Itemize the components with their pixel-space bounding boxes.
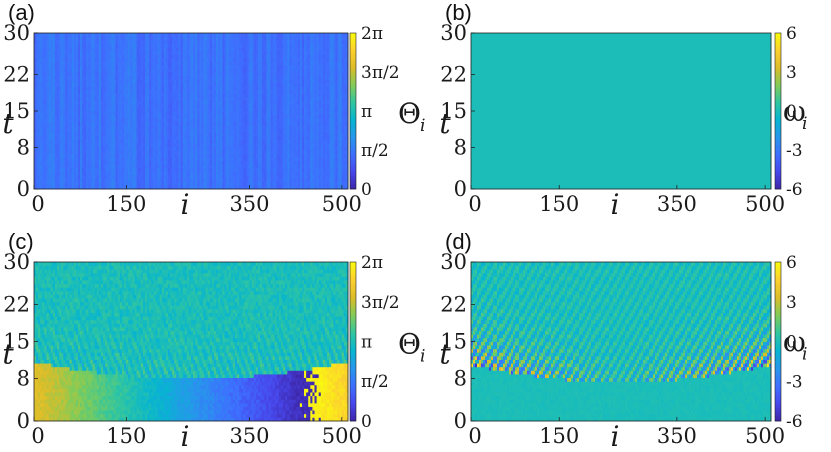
x-tick-label: 0 [468, 192, 481, 216]
y-tick-label: 8 [17, 367, 30, 391]
colorbar-tick-label: 3 [786, 63, 797, 83]
colorbar-tick-label: π/2 [361, 372, 389, 392]
x-tick-label: 500 [322, 192, 362, 216]
y-tick-label: 8 [17, 135, 30, 159]
colorbar-tick-label: π/2 [361, 141, 389, 161]
colorbar-tick-label: -3 [786, 141, 803, 161]
x-tick-label: 350 [229, 424, 269, 448]
colorbar-label: Θ [398, 97, 421, 130]
y-axis-label: t [439, 107, 451, 140]
y-tick-label: 0 [17, 409, 30, 433]
figure: 0 150 350 50008152230it(a)0π/2π3π/22πΘ i0 150… [0, 0, 831, 452]
colorbar-label-subscript: i [420, 116, 425, 136]
x-tick-label: 350 [657, 424, 697, 448]
y-tick-label: 22 [440, 63, 467, 87]
colorbar-tick-label: -6 [786, 412, 803, 432]
colorbar-label-subscript: i [420, 347, 425, 367]
y-tick-label: 22 [440, 292, 467, 316]
colorbar-tick-label: 3 [786, 293, 797, 313]
x-tick-label: 350 [657, 192, 697, 216]
colorbar: 0 π/2 π 3π/2 2π Θ i [350, 253, 425, 432]
heatmap [34, 262, 348, 421]
colorbar: 0 π/2 π 3π/2 2π Θ i [350, 24, 425, 200]
y-tick-label: 22 [3, 63, 30, 87]
colorbar-tick-label: π [361, 102, 372, 122]
y-tick-label: 0 [17, 177, 30, 201]
x-tick-label: 500 [322, 424, 362, 448]
colorbar-tick-label: 0 [361, 180, 372, 200]
colorbar-tick-label: 3π/2 [361, 293, 400, 313]
y-tick-label: 0 [454, 409, 467, 433]
colorbar-tick-label: -6 [786, 180, 803, 200]
y-tick-label: 0 [454, 177, 467, 201]
x-tick-label: 150 [106, 192, 146, 216]
x-tick-label: 500 [745, 192, 785, 216]
colorbar-label: Θ [398, 328, 421, 361]
panel-label: (b) [445, 0, 472, 25]
x-tick-label: 350 [229, 192, 269, 216]
colorbar-label-subscript: i [802, 345, 807, 365]
y-axis-label: t [2, 338, 14, 371]
x-axis-label: i [181, 188, 190, 221]
colorbar-tick-label: 2π [361, 24, 383, 44]
colorbar-tick-label: 0 [361, 412, 372, 432]
y-tick-label: 22 [3, 292, 30, 316]
colorbar-tick-label: π [361, 332, 372, 352]
heatmap [471, 262, 771, 421]
colorbar-tick-label: 3π/2 [361, 63, 400, 83]
x-tick-label: 0 [31, 424, 44, 448]
x-tick-label: 0 [468, 424, 481, 448]
x-tick-label: 150 [106, 424, 146, 448]
heatmap [471, 33, 771, 189]
x-axis-label: i [611, 420, 620, 452]
colorbar-tick-label: 6 [786, 24, 797, 44]
x-tick-label: 150 [539, 424, 579, 448]
x-tick-label: 150 [539, 192, 579, 216]
panel-label: (d) [445, 229, 472, 254]
y-axis-label: t [439, 338, 451, 371]
colorbar-tick-label: 6 [786, 253, 797, 273]
y-axis-label: t [2, 107, 14, 140]
y-tick-label: 8 [454, 367, 467, 391]
x-tick-label: 500 [745, 424, 785, 448]
x-tick-label: 0 [31, 192, 44, 216]
y-tick-label: 8 [454, 135, 467, 159]
panel-label: (a) [8, 0, 35, 25]
colorbar-label-subscript: i [802, 114, 807, 134]
colorbar-tick-label: -3 [786, 372, 803, 392]
x-axis-label: i [181, 420, 190, 452]
heatmap [34, 33, 348, 189]
colorbar-tick-label: 2π [361, 253, 383, 273]
panel-label: (c) [8, 229, 34, 254]
x-axis-label: i [611, 188, 620, 221]
